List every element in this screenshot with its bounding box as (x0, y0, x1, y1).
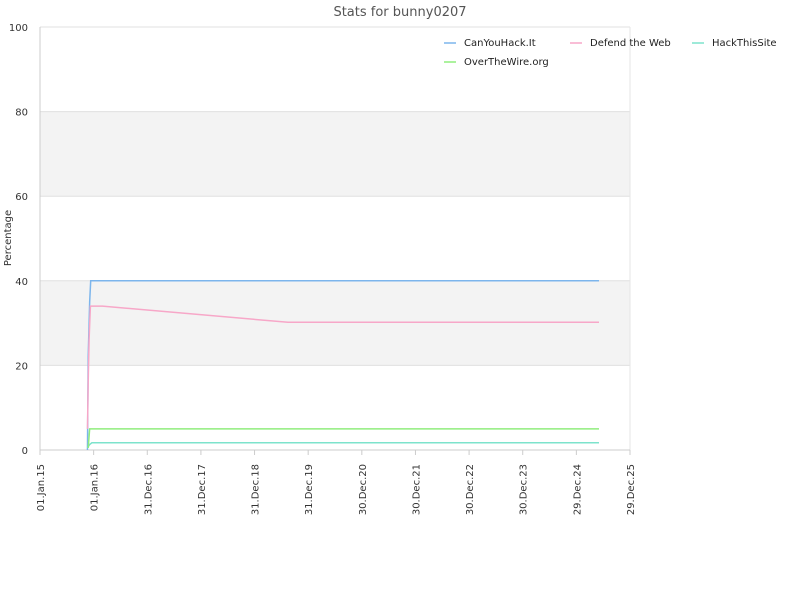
x-tick-labels: 01.Jan.15 01.Jan.16 31.Dec.16 31.Dec.17 31.D… (36, 450, 637, 515)
chart-title: Stats for bunny0207 (333, 5, 466, 20)
series-lines (86, 280, 599, 451)
legend-label: Defend the Web (590, 38, 671, 49)
y-tick-labels: 0 20 40 60 80 100 (9, 23, 28, 457)
x-tick-label: 31.Dec.19 (304, 464, 315, 515)
series-line-1 (86, 305, 599, 429)
legend-item[interactable]: OverTheWire.org (444, 57, 549, 68)
plot-band-1 (40, 111, 630, 197)
x-tick-label: 29.Dec.25 (626, 464, 637, 515)
series-line-3 (87, 428, 599, 448)
x-tick-label: 31.Dec.17 (197, 464, 208, 515)
y-tick-label: 40 (15, 277, 28, 288)
x-tick-label: 30.Dec.21 (411, 464, 422, 515)
legend-item[interactable]: CanYouHack.It (444, 38, 536, 49)
x-tick-label: 30.Dec.22 (465, 464, 476, 515)
x-tick-label: 30.Dec.20 (358, 464, 369, 515)
x-tick-label: 31.Dec.16 (143, 464, 154, 515)
y-tick-label: 60 (15, 192, 28, 203)
y-tick-label: 20 (15, 361, 28, 372)
x-tick-label: 01.Jan.16 (90, 464, 101, 511)
legend-item[interactable]: Defend the Web (570, 38, 671, 49)
legend-label: HackThisSite (712, 38, 777, 49)
y-tick-label: 0 (22, 446, 28, 457)
x-tick-label: 01.Jan.15 (36, 464, 47, 511)
series-line-2 (86, 442, 599, 449)
x-tick-label: 29.Dec.24 (572, 464, 583, 515)
axes (39, 27, 631, 451)
x-tick-label: 31.Dec.18 (251, 464, 262, 515)
y-tick-label: 100 (9, 23, 28, 34)
y-axis-label: Percentage (3, 210, 14, 266)
legend[interactable]: CanYouHack.It Defend the Web HackThisSite O… (444, 38, 777, 68)
grid-lines (40, 26, 630, 451)
legend-label: OverTheWire.org (464, 57, 549, 68)
legend-item[interactable]: HackThisSite (692, 38, 777, 49)
y-tick-label: 80 (15, 108, 28, 119)
plot-band-0 (40, 280, 630, 366)
x-tick-label: 30.Dec.23 (519, 464, 530, 515)
plot-bands (40, 111, 630, 366)
legend-label: CanYouHack.It (464, 38, 536, 49)
